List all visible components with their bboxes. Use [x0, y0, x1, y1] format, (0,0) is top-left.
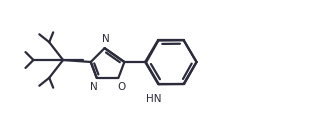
- Text: N: N: [102, 34, 110, 44]
- Text: N: N: [90, 82, 98, 92]
- Text: HN: HN: [146, 94, 162, 104]
- Text: O: O: [117, 82, 126, 92]
